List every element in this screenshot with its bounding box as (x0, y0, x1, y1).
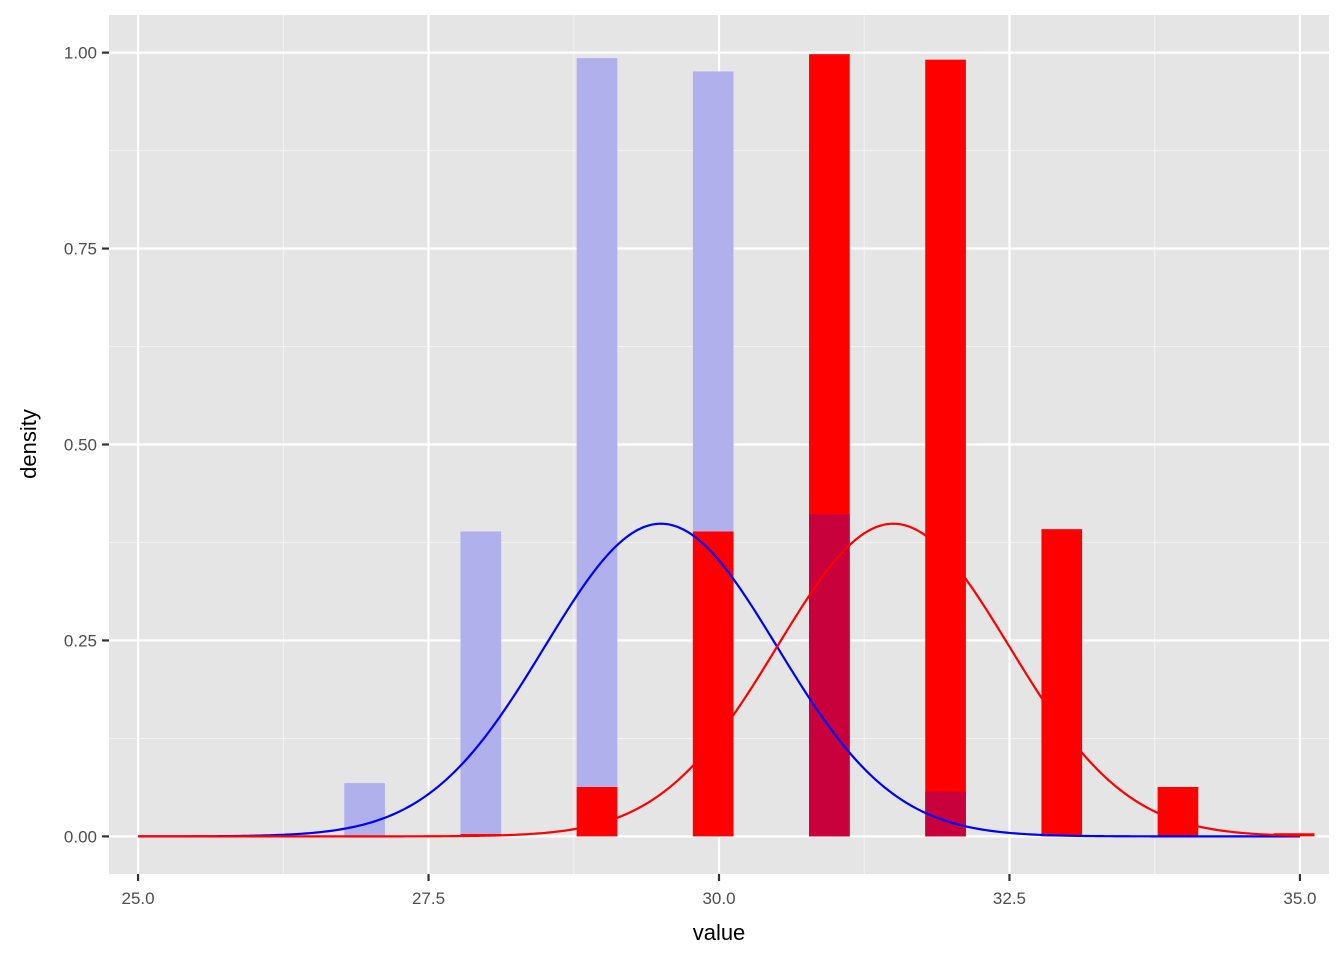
y-tick-label: 0.75 (64, 240, 97, 259)
histogram-bar-overlap (925, 791, 966, 837)
y-axis-title: density (16, 409, 41, 479)
x-tick-label: 30.0 (702, 889, 735, 908)
x-axis: 25.0 27.5 30.0 32.5 35.0 (122, 874, 1316, 908)
histogram-bar-series-a (460, 531, 502, 837)
y-tick-label: 1.00 (64, 44, 97, 63)
histogram-bar-series-b (692, 531, 734, 837)
histogram-bar-series-b (925, 59, 966, 837)
histogram-bar-series-b (1157, 787, 1199, 837)
y-tick-label: 0.25 (64, 631, 97, 650)
histogram-bar-series-b (576, 787, 618, 837)
x-tick-label: 35.0 (1283, 889, 1316, 908)
y-axis: 0.00 0.25 0.50 0.75 1.00 (64, 44, 109, 846)
histogram-bar-series-b (1041, 529, 1083, 837)
histogram-bars (344, 54, 1315, 837)
histogram-bar-overlap (809, 514, 850, 837)
x-tick-label: 32.5 (993, 889, 1026, 908)
x-axis-title: value (693, 920, 746, 945)
density-curve-blue (138, 522, 1300, 838)
histogram-bar-series-a (576, 58, 618, 837)
y-tick-label: 0.00 (64, 827, 97, 846)
x-tick-label: 25.0 (122, 889, 155, 908)
density-curves (138, 522, 1300, 838)
density-curve-red (138, 522, 1300, 838)
y-tick-label: 0.50 (64, 436, 97, 455)
x-tick-label: 27.5 (412, 889, 445, 908)
